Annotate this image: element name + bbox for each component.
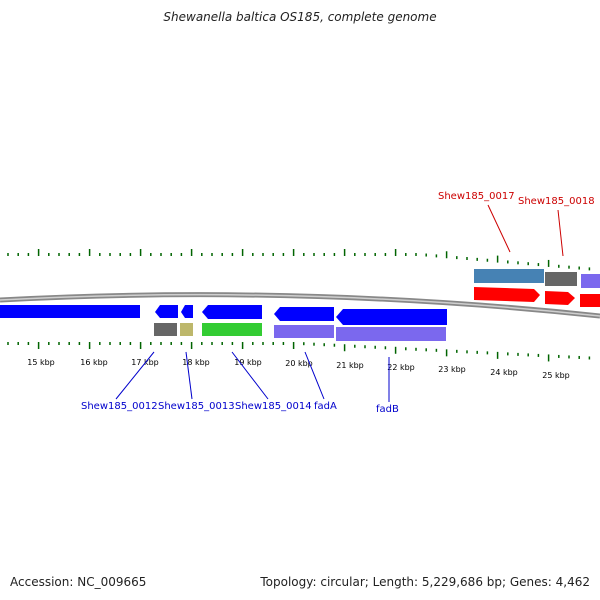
- gene-shew185-0012-cds[interactable]: [155, 305, 178, 318]
- label-leader-lines: [115, 204, 564, 402]
- feature-gray-1[interactable]: [154, 323, 177, 336]
- gene-red-3[interactable]: [580, 294, 600, 307]
- genome-title: Shewanella baltica OS185, complete genom…: [163, 10, 437, 24]
- gene-label-shew185-0014[interactable]: Shew185_0014: [235, 401, 312, 412]
- feature-green[interactable]: [202, 323, 262, 336]
- accession-text: Accession: NC_009665: [10, 575, 147, 589]
- gene-label-shew185-0018[interactable]: Shew185_0018: [518, 196, 595, 207]
- tick-label: 23 kbp: [438, 365, 466, 374]
- leader-shew185-0018: [557, 209, 564, 257]
- tick-labels: 15 kbp 16 kbp 17 kbp 18 kbp 19 kbp 20 kb…: [27, 358, 570, 380]
- gene-label-fadb[interactable]: fadB: [376, 404, 399, 415]
- feature-gray-2[interactable]: [545, 272, 577, 286]
- gene-red-1[interactable]: [474, 287, 540, 302]
- tick-label: 21 kbp: [336, 361, 364, 370]
- tick-label: 22 kbp: [387, 363, 415, 372]
- feature-purple-3[interactable]: [581, 274, 600, 288]
- feature-steel[interactable]: [474, 269, 544, 283]
- gene-label-shew185-0017[interactable]: Shew185_0017: [438, 191, 515, 202]
- tick-label: 19 kbp: [234, 358, 262, 367]
- genome-stats-text: Topology: circular; Length: 5,229,686 bp…: [260, 575, 590, 589]
- gene-label-shew185-0013[interactable]: Shew185_0013: [158, 401, 235, 412]
- tick-label: 24 kbp: [490, 368, 518, 377]
- tick-label: 16 kbp: [80, 358, 108, 367]
- leader-shew185-0017: [487, 204, 511, 253]
- leader-fada: [304, 351, 325, 400]
- gene-shew185-0014-cds[interactable]: [202, 305, 262, 319]
- gene-fada-cds[interactable]: [274, 307, 334, 321]
- gene-shew185-0011[interactable]: [0, 305, 140, 318]
- gene-label-fada[interactable]: fadA: [314, 401, 337, 412]
- gene-fadb-cds[interactable]: [336, 309, 447, 325]
- outer-tick-marks: [7, 249, 591, 271]
- gene-shew185-0013-cds[interactable]: [181, 305, 193, 318]
- gene-shew185-0018-cds[interactable]: [545, 291, 575, 305]
- tick-label: 18 kbp: [182, 358, 210, 367]
- leader-shew185-0012: [115, 351, 155, 400]
- genome-backbone-highlight: [0, 293, 600, 317]
- feature-purple-1[interactable]: [274, 325, 334, 338]
- gene-label-shew185-0012[interactable]: Shew185_0012: [81, 401, 158, 412]
- leader-shew185-0013: [185, 351, 193, 400]
- leader-shew185-0014: [231, 351, 269, 400]
- feature-khaki[interactable]: [180, 323, 193, 336]
- inner-tick-marks: [7, 342, 591, 362]
- tick-label: 15 kbp: [27, 358, 55, 367]
- tick-label: 20 kbp: [285, 359, 313, 368]
- tick-label: 25 kbp: [542, 371, 570, 380]
- feature-purple-2[interactable]: [336, 327, 446, 341]
